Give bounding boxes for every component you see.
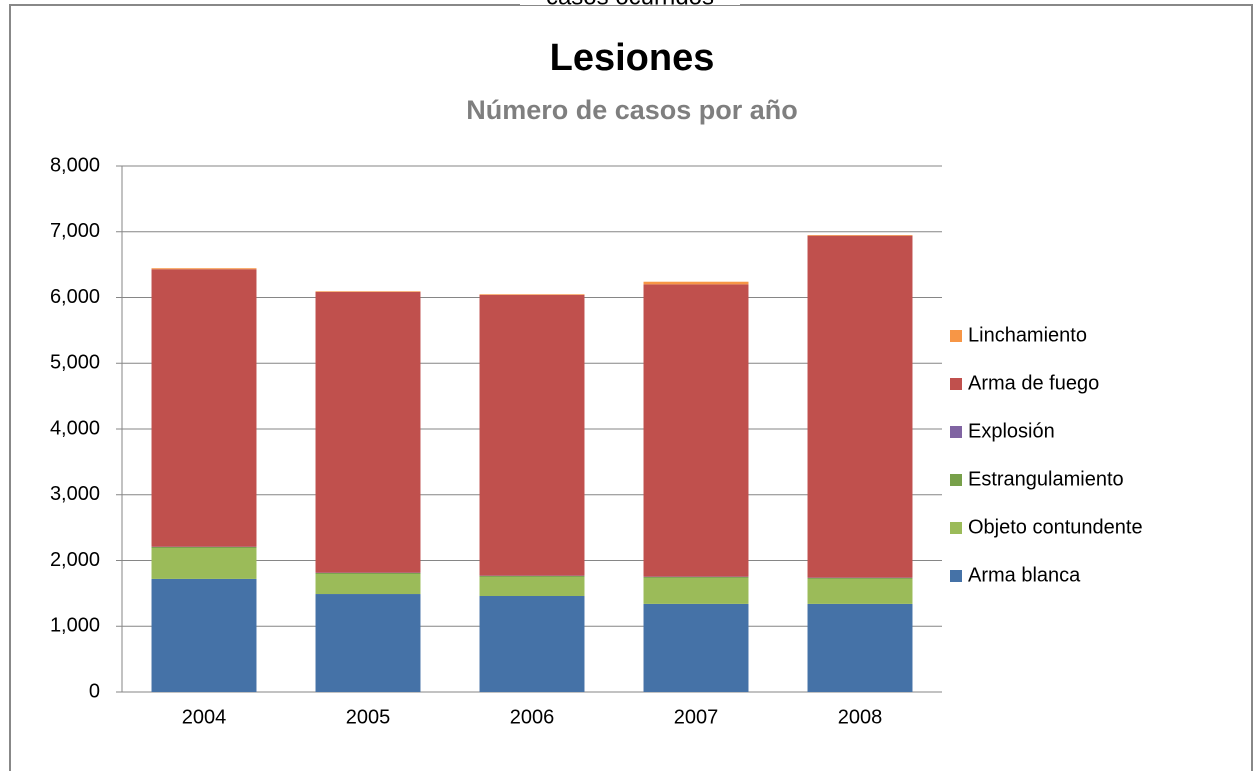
legend-label: Arma de fuego: [968, 372, 1099, 394]
bar-segment: [643, 284, 749, 577]
y-tick-label: 1,000: [50, 615, 100, 637]
bar-segment: [643, 281, 749, 285]
bar-segment: [151, 269, 257, 547]
x-tick-label: 2004: [182, 706, 227, 728]
y-tick-label: 2,000: [50, 549, 100, 571]
bar-segment: [643, 577, 749, 604]
bar-segment: [807, 603, 913, 692]
bar-segment: [315, 594, 421, 692]
legend-swatch: [950, 474, 962, 486]
legend-label: Objeto contundente: [968, 516, 1143, 538]
legend-label: Linchamiento: [968, 324, 1087, 346]
x-tick-label: 2008: [838, 706, 883, 728]
y-tick-label: 3,000: [50, 483, 100, 505]
bar-segment: [315, 572, 421, 574]
header-text: casos ocurridos: [546, 0, 714, 10]
bar-segment: [643, 603, 749, 692]
bar-segment: [151, 548, 257, 579]
bar-segment: [315, 573, 421, 595]
bar-segment: [807, 578, 913, 604]
bar-segment: [479, 575, 585, 577]
bar-segment: [807, 235, 913, 578]
bar-segment: [151, 268, 257, 270]
bar-segment: [315, 291, 421, 292]
legend-swatch: [950, 522, 962, 534]
header-mask: [520, 0, 740, 5]
y-tick-label: 0: [89, 680, 100, 702]
legend-swatch: [950, 378, 962, 390]
y-tick-label: 4,000: [50, 417, 100, 439]
legend-swatch: [950, 426, 962, 438]
x-tick-label: 2007: [674, 706, 719, 728]
bar-segment: [151, 547, 257, 549]
bar-segment: [479, 294, 585, 295]
x-tick-label: 2005: [346, 706, 391, 728]
bar-segment: [151, 578, 257, 692]
y-tick-label: 8,000: [50, 154, 100, 176]
bar-segment: [479, 294, 585, 576]
bar-segment: [807, 577, 913, 579]
legend-label: Arma blanca: [968, 564, 1081, 586]
x-tick-label: 2006: [510, 706, 555, 728]
bar-segment: [807, 235, 913, 236]
chart-title: Lesiones: [550, 37, 715, 79]
legend-label: Explosión: [968, 420, 1055, 442]
chart-subtitle: Número de casos por año: [466, 95, 798, 125]
y-tick-label: 7,000: [50, 220, 100, 242]
y-tick-label: 5,000: [50, 352, 100, 374]
legend-swatch: [950, 330, 962, 342]
legend-swatch: [950, 570, 962, 582]
bar-segment: [315, 291, 421, 573]
y-tick-label: 6,000: [50, 286, 100, 308]
bar-segment: [479, 596, 585, 692]
bar-segment: [643, 576, 749, 578]
bar-segment: [479, 576, 585, 597]
legend-label: Estrangulamiento: [968, 468, 1124, 490]
